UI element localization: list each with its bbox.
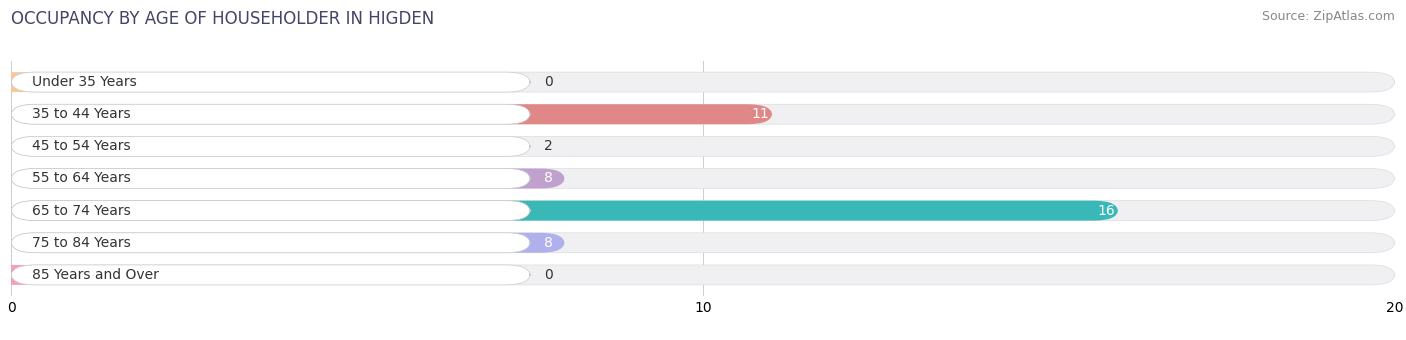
Text: 2: 2 (544, 139, 553, 153)
Text: 11: 11 (751, 107, 769, 121)
Text: 75 to 84 Years: 75 to 84 Years (32, 236, 131, 250)
FancyBboxPatch shape (0, 265, 35, 285)
Text: 0: 0 (544, 75, 553, 89)
FancyBboxPatch shape (11, 72, 1395, 92)
Text: 55 to 64 Years: 55 to 64 Years (32, 171, 131, 186)
Text: 85 Years and Over: 85 Years and Over (32, 268, 159, 282)
FancyBboxPatch shape (11, 72, 530, 92)
Text: 16: 16 (1097, 204, 1115, 218)
FancyBboxPatch shape (11, 104, 530, 124)
FancyBboxPatch shape (11, 136, 1395, 156)
FancyBboxPatch shape (11, 104, 1395, 124)
Text: 45 to 54 Years: 45 to 54 Years (32, 139, 131, 153)
FancyBboxPatch shape (11, 201, 1118, 221)
FancyBboxPatch shape (11, 265, 530, 285)
FancyBboxPatch shape (11, 233, 530, 253)
Text: Source: ZipAtlas.com: Source: ZipAtlas.com (1261, 10, 1395, 23)
FancyBboxPatch shape (11, 136, 530, 156)
FancyBboxPatch shape (11, 233, 1395, 253)
Text: OCCUPANCY BY AGE OF HOUSEHOLDER IN HIGDEN: OCCUPANCY BY AGE OF HOUSEHOLDER IN HIGDE… (11, 10, 434, 28)
Text: 65 to 74 Years: 65 to 74 Years (32, 204, 131, 218)
FancyBboxPatch shape (0, 72, 35, 92)
Text: 8: 8 (544, 236, 553, 250)
Text: Under 35 Years: Under 35 Years (32, 75, 136, 89)
FancyBboxPatch shape (11, 201, 530, 221)
FancyBboxPatch shape (11, 169, 530, 188)
Text: 35 to 44 Years: 35 to 44 Years (32, 107, 131, 121)
Text: 8: 8 (544, 171, 553, 186)
FancyBboxPatch shape (11, 233, 565, 253)
Text: 0: 0 (544, 268, 553, 282)
FancyBboxPatch shape (11, 104, 772, 124)
FancyBboxPatch shape (11, 265, 1395, 285)
FancyBboxPatch shape (11, 136, 149, 156)
FancyBboxPatch shape (11, 201, 1395, 221)
FancyBboxPatch shape (11, 169, 565, 188)
FancyBboxPatch shape (11, 169, 1395, 188)
